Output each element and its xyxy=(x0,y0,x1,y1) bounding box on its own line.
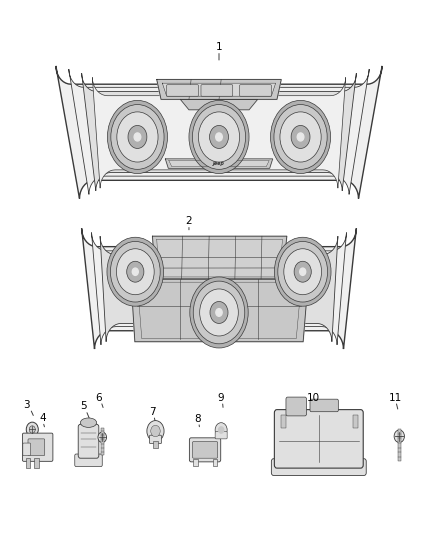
Text: 9: 9 xyxy=(218,393,224,403)
Bar xyxy=(281,415,286,429)
Polygon shape xyxy=(169,160,269,167)
Circle shape xyxy=(274,237,331,306)
Circle shape xyxy=(215,133,223,141)
Circle shape xyxy=(200,289,238,336)
FancyBboxPatch shape xyxy=(272,459,366,475)
Circle shape xyxy=(280,112,321,162)
Polygon shape xyxy=(162,83,276,96)
Text: 10: 10 xyxy=(307,393,320,403)
Bar xyxy=(212,459,217,466)
Circle shape xyxy=(117,249,154,295)
FancyBboxPatch shape xyxy=(28,439,45,456)
Circle shape xyxy=(189,100,249,174)
Circle shape xyxy=(147,421,164,441)
Bar xyxy=(193,459,198,466)
Circle shape xyxy=(278,241,328,302)
FancyBboxPatch shape xyxy=(189,438,221,462)
Circle shape xyxy=(29,426,35,433)
FancyBboxPatch shape xyxy=(166,85,198,96)
Circle shape xyxy=(216,309,222,316)
FancyBboxPatch shape xyxy=(192,441,218,458)
FancyBboxPatch shape xyxy=(215,432,227,439)
Circle shape xyxy=(128,125,147,149)
FancyBboxPatch shape xyxy=(201,85,233,96)
Circle shape xyxy=(151,425,160,437)
Circle shape xyxy=(300,268,306,276)
Circle shape xyxy=(98,432,106,442)
Circle shape xyxy=(117,112,158,162)
Polygon shape xyxy=(100,236,338,342)
Bar xyxy=(398,430,401,461)
Text: 3: 3 xyxy=(23,400,30,410)
Circle shape xyxy=(274,104,327,169)
Ellipse shape xyxy=(80,418,97,427)
Text: 11: 11 xyxy=(389,393,402,403)
Circle shape xyxy=(219,427,224,433)
FancyBboxPatch shape xyxy=(75,454,102,466)
FancyBboxPatch shape xyxy=(23,443,31,456)
FancyBboxPatch shape xyxy=(274,410,363,468)
Polygon shape xyxy=(138,282,301,338)
Polygon shape xyxy=(157,79,281,99)
Polygon shape xyxy=(131,279,308,342)
Text: 2: 2 xyxy=(186,216,192,226)
Bar xyxy=(35,458,39,467)
Text: Jeep: Jeep xyxy=(213,161,225,166)
Text: 8: 8 xyxy=(194,414,201,424)
Circle shape xyxy=(193,281,245,344)
Circle shape xyxy=(271,100,331,174)
Circle shape xyxy=(107,100,167,174)
Circle shape xyxy=(294,261,311,282)
Circle shape xyxy=(132,268,138,276)
Circle shape xyxy=(192,104,246,169)
Circle shape xyxy=(209,125,229,149)
Circle shape xyxy=(26,422,38,437)
Circle shape xyxy=(110,241,160,302)
Polygon shape xyxy=(92,77,346,188)
Bar xyxy=(26,458,30,467)
Text: 1: 1 xyxy=(215,42,223,52)
Polygon shape xyxy=(166,159,272,168)
Polygon shape xyxy=(157,239,283,277)
FancyBboxPatch shape xyxy=(240,85,272,96)
Polygon shape xyxy=(56,66,382,199)
Circle shape xyxy=(291,125,310,149)
FancyBboxPatch shape xyxy=(286,397,307,416)
Circle shape xyxy=(190,277,248,348)
Polygon shape xyxy=(81,73,357,191)
FancyBboxPatch shape xyxy=(78,424,99,458)
Circle shape xyxy=(297,133,304,141)
Circle shape xyxy=(198,112,240,162)
Circle shape xyxy=(111,104,164,169)
Circle shape xyxy=(215,423,227,437)
Bar xyxy=(101,429,103,455)
Text: 5: 5 xyxy=(81,401,87,411)
Polygon shape xyxy=(81,228,357,349)
Bar xyxy=(353,415,358,429)
FancyBboxPatch shape xyxy=(22,433,53,462)
Circle shape xyxy=(127,261,144,282)
Text: 7: 7 xyxy=(149,407,156,417)
Circle shape xyxy=(284,249,321,295)
FancyBboxPatch shape xyxy=(310,399,338,411)
Circle shape xyxy=(107,237,164,306)
Circle shape xyxy=(134,133,141,141)
Polygon shape xyxy=(180,99,258,110)
Polygon shape xyxy=(69,69,369,195)
Polygon shape xyxy=(152,236,287,279)
Text: 6: 6 xyxy=(95,393,102,403)
Polygon shape xyxy=(92,232,346,345)
FancyBboxPatch shape xyxy=(149,435,162,443)
Circle shape xyxy=(210,302,228,324)
Circle shape xyxy=(394,430,404,442)
Text: 4: 4 xyxy=(40,413,46,423)
Bar xyxy=(153,441,158,448)
